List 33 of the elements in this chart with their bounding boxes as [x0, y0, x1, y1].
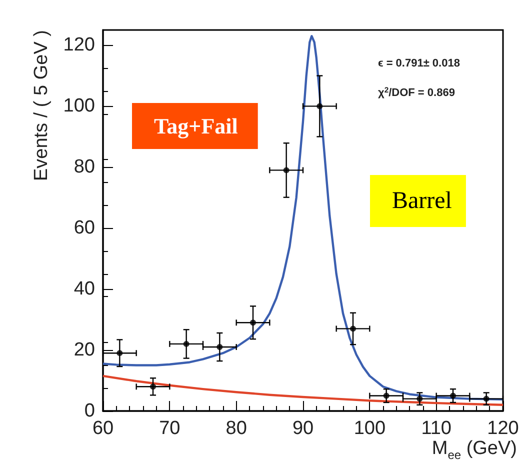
- y-tick-label: 100: [63, 96, 95, 117]
- x-tick-label: 60: [92, 418, 114, 439]
- x-tick-label: 70: [159, 418, 180, 439]
- y-tick-label: 120: [63, 34, 95, 56]
- x-tick-label: 110: [421, 418, 452, 439]
- point: [283, 167, 290, 174]
- y-tick-label: 40: [74, 278, 95, 300]
- point: [316, 103, 323, 110]
- point: [483, 396, 490, 402]
- point: [150, 384, 156, 390]
- point: [450, 392, 456, 399]
- point: [183, 340, 190, 347]
- y-tick-label: 80: [74, 156, 95, 178]
- point: [416, 396, 423, 402]
- x-tick-label: 120: [487, 418, 519, 439]
- annotation: Tag+Fail: [154, 114, 238, 138]
- point: [216, 344, 223, 350]
- y-axis-title: Events / ( 5 GeV ): [31, 30, 52, 181]
- point: [383, 392, 390, 399]
- y-tick-label: 0: [84, 400, 95, 422]
- line-series: [102, 34, 504, 401]
- y-tick-label: 60: [74, 218, 95, 239]
- point: [116, 350, 123, 356]
- x-tick-label: 80: [226, 418, 247, 439]
- x-tick-label: 90: [292, 418, 314, 439]
- annotation: ϵ = 0.791± 0.018: [378, 58, 460, 70]
- x-axis-title: M$_{ee}$ (GeV): [432, 438, 517, 462]
- point: [350, 326, 356, 332]
- x-tick-label: 100: [354, 418, 386, 439]
- annotation: Barrel: [392, 188, 452, 214]
- point: [250, 320, 256, 326]
- line-series: [102, 374, 504, 406]
- y-tick-label: 20: [74, 340, 95, 361]
